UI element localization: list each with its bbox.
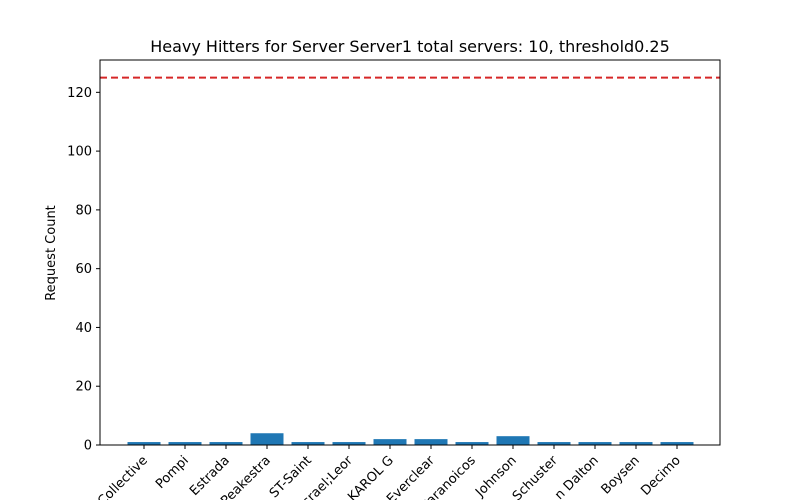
y-tick-label: 60 [75, 262, 92, 277]
bar [168, 442, 202, 445]
plot-frame [99, 59, 721, 446]
bar [537, 442, 571, 445]
bar [250, 433, 284, 445]
bar [619, 442, 653, 445]
bar [414, 439, 448, 445]
x-tick-label: Decimo [638, 453, 684, 499]
y-tick-label: 100 [67, 145, 92, 160]
y-tick-label: 0 [84, 439, 92, 454]
y-tick-label: 40 [75, 321, 92, 336]
x-tick-label: Pompi [153, 453, 192, 492]
bar [291, 442, 325, 445]
bar [496, 436, 530, 445]
bars-group [127, 433, 694, 445]
y-tick-label: 20 [75, 380, 92, 395]
bar [209, 442, 243, 445]
bar [373, 439, 407, 445]
bar [578, 442, 612, 445]
bar [455, 442, 489, 445]
y-axis-label: Request Count [44, 205, 59, 301]
bar [660, 442, 694, 445]
x-tick-label: Boysen [599, 453, 643, 497]
x-tick-label: n Dalton [552, 453, 602, 500]
bar [332, 442, 366, 445]
chart-title: Heavy Hitters for Server Server1 total s… [150, 37, 670, 56]
y-ticks-group: 0 20 40 60 80 100 120 [67, 86, 100, 454]
x-ticks-group: Collective PompiEstradaPeakestraST-SaintI… [95, 445, 684, 500]
x-tick-label: Collective [95, 453, 151, 500]
bar [127, 442, 161, 445]
y-tick-label: 120 [67, 86, 92, 101]
y-tick-label: 80 [75, 203, 92, 218]
